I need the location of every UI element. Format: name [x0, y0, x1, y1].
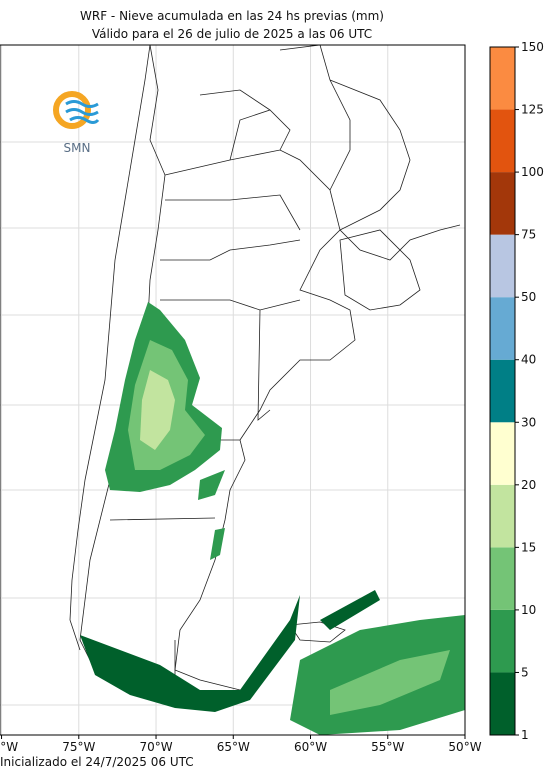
map: SMN: [0, 44, 466, 736]
subtitle: Válido para el 26 de julio de 2025 a las…: [92, 27, 372, 41]
colorbar-label: 1: [521, 728, 529, 742]
x-tick-label: 65°W: [217, 740, 250, 754]
colorbar-label: 75: [521, 228, 536, 242]
colorbar-label: 50: [521, 290, 536, 304]
colorbar-segment: [490, 547, 515, 610]
colorbar-label: 125: [521, 103, 544, 117]
colorbar-segment: [490, 359, 515, 423]
colorbar-label: 30: [521, 415, 536, 429]
x-tick-label: 55°W: [371, 740, 404, 754]
logo-text: SMN: [64, 141, 91, 155]
snow-field: [80, 302, 465, 735]
x-tick-label: 50°W: [448, 740, 481, 754]
colorbar-segment: [490, 47, 515, 110]
colorbar-segment: [490, 484, 515, 548]
colorbar-frame: [489, 46, 516, 736]
colorbar-segment: [490, 672, 515, 735]
colorbar-label: 100: [521, 165, 544, 179]
colorbar-segment: [490, 297, 515, 360]
x-tick-label: 75°W: [62, 740, 95, 754]
colorbar-label: 40: [521, 353, 536, 367]
colorbar-segment: [490, 422, 515, 485]
map-frame: [0, 44, 466, 736]
colorbar-label: 5: [521, 665, 529, 679]
colorbar-segment: [490, 109, 515, 173]
colorbar-segment: [490, 234, 515, 298]
colorbar-segment: [490, 172, 515, 235]
colorbar-label: 10: [521, 603, 536, 617]
logo-waves: [65, 100, 100, 124]
x-tick-label: 60°W: [294, 740, 327, 754]
logo: SMN: [53, 91, 100, 155]
x-tick-label: 70°W: [139, 740, 172, 754]
colorbar-label: 15: [521, 540, 536, 554]
title: WRF - Nieve acumulada en las 24 hs previ…: [80, 9, 384, 23]
footer: Inicializado el 24/7/2025 06 UTC: [0, 755, 194, 769]
x-tick-label: 80°W: [0, 740, 18, 754]
land-borders: [69, 44, 461, 706]
colorbar-segment: [490, 609, 515, 673]
logo-sun: [53, 91, 91, 129]
colorbar-label: 150: [521, 40, 544, 54]
colorbar-label: 20: [521, 478, 536, 492]
